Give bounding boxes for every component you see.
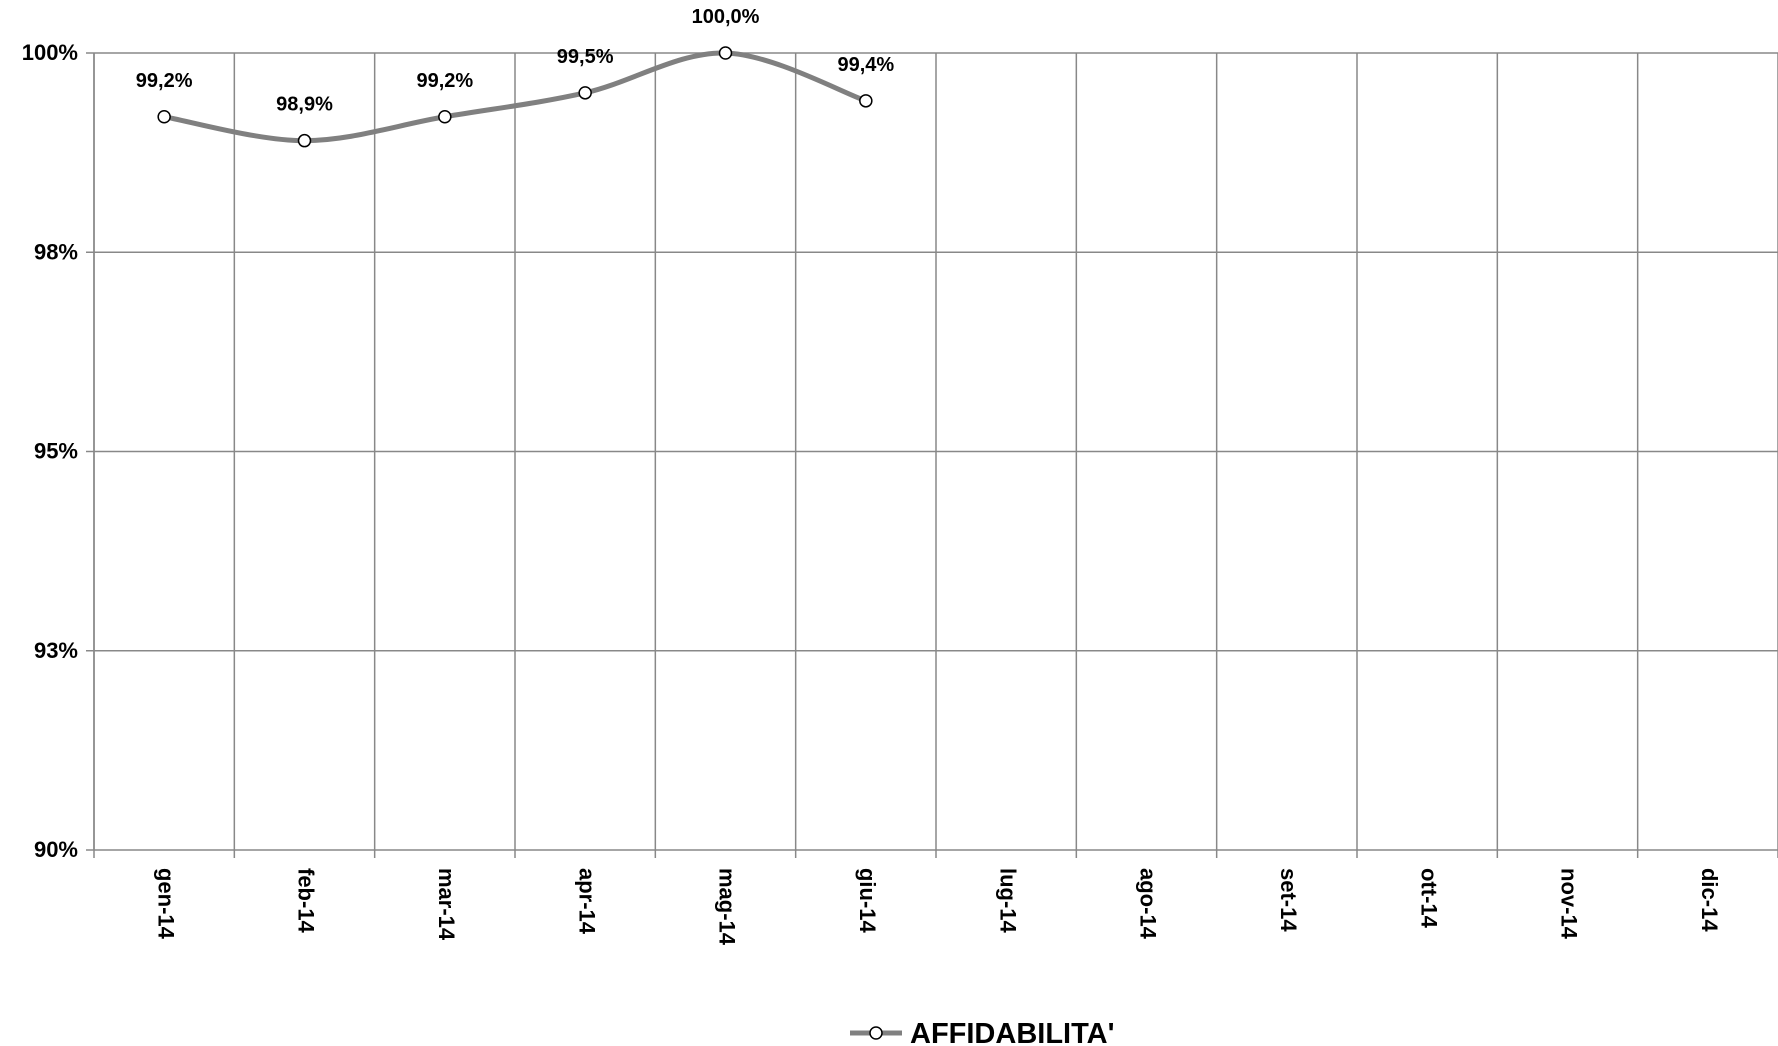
x-tick-label: set-14 [1276, 868, 1301, 932]
data-label: 100,0% [692, 6, 760, 28]
y-tick-label: 90% [34, 837, 78, 862]
y-tick-label: 98% [34, 239, 78, 264]
data-label: 99,2% [416, 70, 473, 92]
marker [438, 110, 452, 124]
marker [578, 86, 592, 100]
marker [297, 133, 312, 148]
data-label: 99,4% [837, 54, 894, 76]
x-tick-label: nov-14 [1557, 868, 1582, 940]
marker [859, 94, 873, 108]
series-line [163, 50, 867, 144]
x-tick-label: giu-14 [855, 868, 880, 934]
x-tick-label: ago-14 [1136, 868, 1161, 940]
y-tick-label: 100% [22, 40, 78, 65]
data-label: 98,9% [276, 94, 333, 116]
data-label: 99,2% [136, 70, 193, 92]
marker [157, 110, 171, 124]
data-label: 99,5% [557, 46, 614, 68]
y-tick-label: 95% [34, 439, 78, 464]
legend-marker [869, 1026, 883, 1040]
x-tick-label: lug-14 [995, 868, 1020, 934]
x-tick-label: apr-14 [574, 868, 599, 935]
x-tick-label: dic-14 [1697, 868, 1722, 932]
x-tick-label: feb-14 [294, 868, 319, 934]
x-tick-label: gen-14 [153, 868, 178, 940]
x-tick-label: mag-14 [715, 868, 740, 946]
y-tick-label: 93% [34, 638, 78, 663]
marker [718, 46, 733, 60]
x-tick-label: ott-14 [1416, 868, 1441, 929]
legend-label: AFFIDABILITA' [910, 1018, 1115, 1046]
x-tick-label: mar-14 [434, 868, 459, 941]
